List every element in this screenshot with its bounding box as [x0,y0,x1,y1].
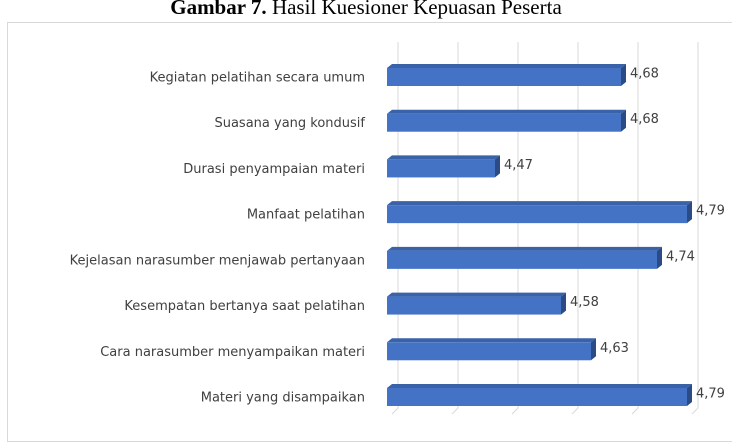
bar [387,342,591,361]
grid-floor [691,407,699,415]
bar-top [387,246,662,251]
value-label: 4,47 [504,158,533,173]
value-label: 4,68 [630,112,659,127]
chart-title: Gambar 7. Hasil Kuesioner Kepuasan Peser… [170,0,562,19]
bar-top [387,109,626,114]
value-label: 4,79 [696,204,725,219]
chart-frame [7,22,732,442]
value-label: 4,79 [696,387,725,402]
y-tick-label: Kegiatan pelatihan secara umum [150,71,365,86]
y-tick-label: Durasi penyampaian materi [183,162,365,177]
bar-top [387,292,566,297]
y-tick-label: Manfaat pelatihan [247,208,365,223]
grid-floor [451,407,459,415]
value-label: 4,74 [666,249,695,264]
bar [387,68,621,86]
bar-side [561,292,566,315]
bar [387,296,561,315]
bar-top [387,201,692,206]
y-tick-label: Kejelasan narasumber menjawab pertanyaan [70,253,365,268]
title-text: Hasil Kuesioner Kepuasan Peserta [272,0,563,19]
bar [387,250,657,269]
bar-side [621,109,626,132]
bar-top [387,155,500,160]
grid-floor [391,407,399,415]
title-label: Gambar 7. [170,0,266,19]
bar [387,205,687,224]
bar-side [687,384,692,406]
bar-top [387,64,626,68]
grid-floor [631,407,639,415]
bar-side [621,64,626,86]
grid-floor [511,407,519,415]
bar-side [495,155,500,178]
bar-side [657,246,662,269]
value-label: 4,63 [600,341,629,356]
bar [387,388,687,406]
bar-side [687,201,692,224]
bar-top [387,338,596,343]
y-tick-label: Materi yang disampaikan [201,391,365,406]
bar [387,113,621,132]
bar [387,159,495,178]
grid-floor [571,407,579,415]
value-label: 4,58 [570,295,599,310]
y-tick-label: Cara narasumber menyampaikan materi [100,345,365,360]
y-tick-label: Kesempatan bertanya saat pelatihan [124,299,365,314]
bar-top [387,384,692,388]
value-label: 4,68 [630,67,659,82]
bar-side [591,338,596,361]
y-tick-label: Suasana yang kondusif [214,116,365,131]
